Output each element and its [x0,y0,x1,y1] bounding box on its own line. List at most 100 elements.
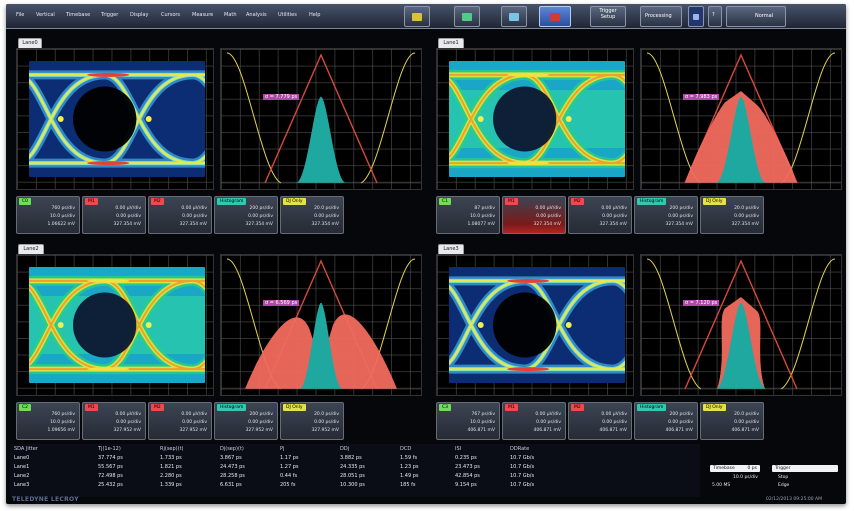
lane-tab-1[interactable]: Lane1 [438,38,464,48]
help-button[interactable]: ? [708,6,722,27]
menu-math[interactable]: Math [224,12,237,18]
param-value: 0.00 µV/div [601,206,627,211]
param-value: 327.354 mV [599,222,627,227]
table-cell: 205 fs [280,482,296,488]
jitter-histogram-grid-3[interactable]: σ = 7.120 ps [640,254,842,396]
menu-measure[interactable]: Measure [192,12,214,18]
menu-help[interactable]: Help [309,12,321,18]
param-value: 0.00 ps/div [734,420,759,425]
param-label: M1 [505,198,518,205]
table-row[interactable]: Lane2 72.498 ps 2.280 ps 28.258 ps 0.44 fs 28… [10,473,700,482]
lane-tab-2[interactable]: Lane2 [18,244,44,254]
table-header-2: Rj(sep)(t) [160,446,184,452]
param-value: 200 ps/div [249,412,273,417]
trigger-setup-button[interactable]: Trigger Setup [590,6,626,27]
table-cell: 72.498 ps [98,473,123,479]
param-box-c0[interactable]: C0 760 ps/div 10.0 µs/div 1.06622 mV [16,196,80,234]
timebase-trigger-descriptor[interactable]: Timebase 0 ps Trigger 10.0 ps/div Stop 5.… [706,465,843,497]
param-value: 200 ps/div [669,206,693,211]
sda-jitter-results-table: SDA Jitter Tj(1e-12) Rj(sep)(t) Dj(sep)(t) P… [10,444,700,497]
date-time: 02/12/2013 09:25:00 AM [766,497,822,502]
trigger-mode: Stop [778,475,789,480]
display-button[interactable] [539,6,571,27]
param-box-m2[interactable]: M2 0.00 µV/div 0.00 ps/div 406.871 mV [568,402,632,440]
jitter-histogram-grid-2[interactable]: σ = 6.569 ps [220,254,422,396]
table-header-3: Dj(sep)(t) [220,446,244,452]
param-box-histogram[interactable]: Histogram 200 ps/div 0.00 ps/div 406.871 mV [634,402,698,440]
table-row[interactable]: Lane3 25.432 ps 1.339 ps 6.631 ps 205 fs 10.3… [10,482,700,491]
measure-button[interactable] [454,6,480,27]
param-box-dj-only[interactable]: DJ Only 20.0 ps/div 0.00 ps/div 327.952 mV [280,402,344,440]
auto-setup-button[interactable] [688,6,704,27]
param-box-c1[interactable]: C1 87 ps/div 10.0 ps/div 1.08077 mV [436,196,500,234]
param-box-histogram[interactable]: Histogram 200 ps/div 0.00 ps/div 327.354 mV [634,196,698,234]
param-value: 406.871 mV [731,428,759,433]
param-value: 10.0 µs/div [50,214,75,219]
param-label: C1 [439,198,452,205]
eye-diagram-grid-2[interactable] [16,254,214,396]
param-label: Histogram [637,198,667,205]
menu-timebase[interactable]: Timebase [66,12,91,18]
table-cell: 28.258 ps [220,473,245,479]
eye-diagram-grid-1[interactable] [436,48,634,190]
lane-tab-0[interactable]: Lane0 [18,38,42,48]
menu-cursors[interactable]: Cursors [161,12,181,18]
param-box-dj-only[interactable]: DJ Only 20.0 ps/div 0.00 ps/div 406.871 mV [700,402,764,440]
processing-button[interactable]: Processing [640,6,682,27]
param-value: 327.354 mV [245,222,273,227]
table-cell: 10.300 ps [340,482,365,488]
table-cell: 1.17 ps [280,455,299,461]
param-value: 0.00 µV/div [115,412,141,417]
jitter-histogram-grid-0[interactable]: σ = 7.779 ps [220,48,422,190]
param-box-histogram[interactable]: Histogram 200 ps/div 0.00 ps/div 327.952 mV [214,402,278,440]
param-box-histogram[interactable]: Histogram 200 ps/div 0.00 ps/div 327.354 mV [214,196,278,234]
param-box-m1[interactable]: M1 0.00 µV/div 0.00 ps/div 406.871 mV [502,402,566,440]
menu-display[interactable]: Display [130,12,149,18]
jitter-histogram-3 [641,255,841,395]
menu-utilities[interactable]: Utilities [278,12,297,18]
menu-trigger[interactable]: Trigger [101,12,119,18]
jitter-histogram-grid-1[interactable]: σ = 7.983 ps [640,48,842,190]
table-header-1: Tj(1e-12) [98,446,121,452]
menu-bar: File Vertical Timebase Trigger Display C… [6,4,846,29]
measure-icon [462,12,472,21]
param-label: DJ Only [703,198,726,205]
param-value: 327.354 mV [113,222,141,227]
param-value: 327.354 mV [665,222,693,227]
menu-file[interactable]: File [16,12,25,18]
menu-analysis[interactable]: Analysis [246,12,267,18]
param-box-dj-only[interactable]: DJ Only 20.0 ps/div 0.00 ps/div 327.354 mV [700,196,764,234]
param-box-m2[interactable]: M2 0.00 µV/div 0.00 ps/div 327.354 mV [148,196,212,234]
param-value: 0.00 µV/div [535,206,561,211]
param-box-m1[interactable]: M1 0.00 µV/div 0.00 ps/div 327.354 mV [502,196,566,234]
table-cell: 25.432 ps [98,482,123,488]
lane-tab-3[interactable]: Lane3 [438,244,464,254]
menu-vertical[interactable]: Vertical [36,12,55,18]
eye-diagram-grid-3[interactable] [436,254,634,396]
param-value: 0.00 ps/div [314,214,339,219]
param-value: 1.09656 mV [47,428,75,433]
param-value: 0.00 ps/div [602,420,627,425]
param-box-m1[interactable]: M1 0.00 µV/div 0.00 ps/div 327.354 mV [82,196,146,234]
param-value: 20.0 ps/div [734,412,759,417]
param-box-m2[interactable]: M2 0.00 µV/div 0.00 ps/div 327.952 mV [148,402,212,440]
channels-button[interactable] [404,6,430,27]
param-value: 327.952 mV [245,428,273,433]
table-cell: 10.7 Gb/s [510,482,535,488]
math-button[interactable] [501,6,527,27]
jitter-histogram-0 [221,49,421,189]
param-box-dj-only[interactable]: DJ Only 20.0 ps/div 0.00 ps/div 327.354 mV [280,196,344,234]
timebase-scale: 10.0 ps/div [733,475,758,480]
param-box-m1[interactable]: M1 0.00 µV/div 0.00 ps/div 327.952 mV [82,402,146,440]
acquisition-mode-button[interactable]: Normal [726,6,786,27]
table-row[interactable]: Lane1 55.567 ps 1.821 ps 24.473 ps 1.27 ps 24… [10,464,700,473]
table-cell: Lane1 [14,464,30,470]
table-cell: 10.7 Gb/s [510,455,535,461]
table-row[interactable]: Lane0 37.774 ps 1.733 ps 3.867 ps 1.17 ps 3.8… [10,455,700,464]
eye-diagram-grid-0[interactable] [16,48,214,190]
table-cell: 185 fs [400,482,416,488]
param-box-m2[interactable]: M2 0.00 µV/div 0.00 ps/div 327.354 mV [568,196,632,234]
param-box-c3[interactable]: C3 767 ps/div 10.0 ps/div 406.871 mV [436,402,500,440]
param-box-c2[interactable]: C2 760 ps/div 10.0 ps/div 1.09656 mV [16,402,80,440]
eye-diagram-3 [449,267,625,383]
